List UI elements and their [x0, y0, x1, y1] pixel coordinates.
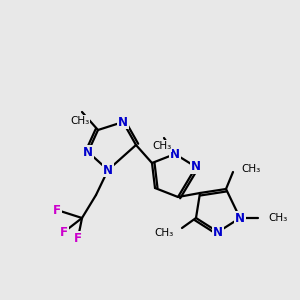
- Text: N: N: [170, 148, 180, 160]
- Text: CH₃: CH₃: [268, 213, 287, 223]
- Text: N: N: [213, 226, 223, 238]
- Text: CH₃: CH₃: [70, 116, 90, 126]
- Text: F: F: [74, 232, 82, 244]
- Text: N: N: [83, 146, 93, 158]
- Text: N: N: [103, 164, 113, 176]
- Text: CH₃: CH₃: [152, 141, 172, 151]
- Text: CH₃: CH₃: [241, 164, 260, 174]
- Text: N: N: [191, 160, 201, 173]
- Text: F: F: [60, 226, 68, 238]
- Text: F: F: [53, 203, 61, 217]
- Text: N: N: [235, 212, 245, 224]
- Text: N: N: [118, 116, 128, 128]
- Text: CH₃: CH₃: [155, 228, 174, 238]
